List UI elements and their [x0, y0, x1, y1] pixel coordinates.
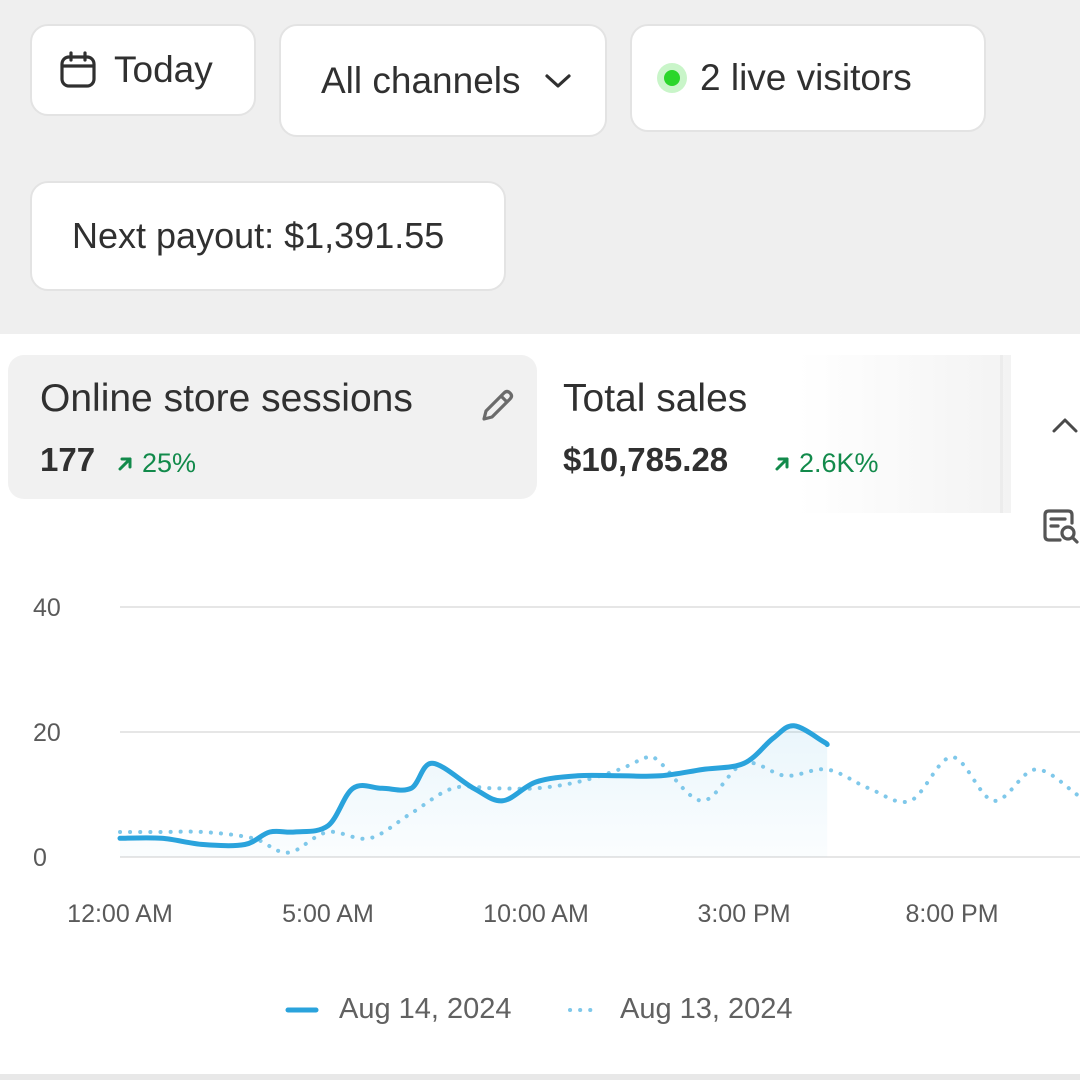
- metric-value: 177: [40, 441, 96, 478]
- channel-filter-button[interactable]: All channels: [279, 24, 607, 137]
- x-tick-label: 3:00 PM: [697, 900, 790, 928]
- bottom-divider: [0, 1074, 1080, 1080]
- sessions-chart: 0 20 40 12:00 AM 5:00 AM 10:00 AM 3:00 PM 8:00…: [33, 594, 1080, 1025]
- y-tick-label: 40: [33, 594, 61, 622]
- pencil-icon[interactable]: [476, 385, 518, 427]
- metric-title: Online store sessions: [40, 377, 413, 420]
- report-search-icon[interactable]: [1040, 506, 1080, 546]
- metric-change-value: 2.6K%: [799, 448, 879, 478]
- trend-up-icon: [775, 457, 789, 470]
- metric-change: 25%: [116, 448, 196, 479]
- metric-change-value: 25%: [142, 448, 197, 478]
- y-tick-label: 20: [33, 719, 61, 747]
- date-range-label: Today: [114, 49, 213, 90]
- y-tick-label: 0: [33, 844, 47, 872]
- next-payout-button[interactable]: Next payout: $1,391.55: [30, 181, 506, 291]
- metric-title: Total sales: [563, 377, 748, 420]
- x-tick-label: 8:00 PM: [905, 900, 998, 928]
- trend-up-icon: [118, 457, 132, 470]
- metric-divider: [1000, 355, 1003, 513]
- metric-tab-sessions[interactable]: Online store sessions 177 25%: [8, 355, 537, 499]
- x-tick-label: 10:00 AM: [483, 900, 589, 928]
- metric-value: $10,785.28: [563, 441, 729, 478]
- legend-label-aug-14: Aug 14, 2024: [339, 993, 512, 1025]
- series-line-aug-14: [117, 723, 830, 849]
- metric-change: 2.6K%: [773, 448, 879, 479]
- x-tick-label: 5:00 AM: [282, 900, 374, 928]
- chart-legend: Aug 14, 2024 Aug 13, 2024: [285, 993, 793, 1025]
- legend-label-aug-13: Aug 13, 2024: [620, 993, 793, 1025]
- metric-tab-total-sales[interactable]: Total sales $10,785.28 2.6K%: [537, 355, 1011, 513]
- live-visitors-label: 2 live visitors: [700, 57, 912, 98]
- analytics-panel: Online store sessions 177 25% Total sale…: [0, 334, 1080, 1074]
- x-tick-label: 12:00 AM: [67, 900, 173, 928]
- chevron-down-icon: [543, 71, 573, 91]
- calendar-icon: [60, 51, 96, 88]
- chevron-up-icon[interactable]: [1050, 414, 1080, 436]
- live-visitors-button[interactable]: 2 live visitors: [630, 24, 986, 132]
- live-dot-icon: [664, 70, 680, 86]
- date-range-button[interactable]: Today: [30, 24, 256, 116]
- next-payout-label: Next payout: $1,391.55: [72, 215, 445, 256]
- series-area-aug-14: [120, 725, 828, 857]
- channel-filter-label: All channels: [321, 59, 521, 101]
